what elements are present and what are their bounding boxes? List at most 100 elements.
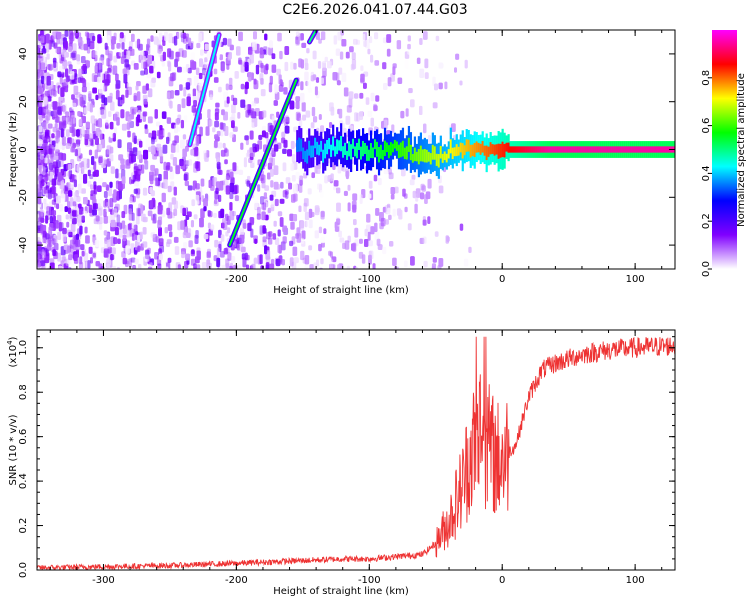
noise-cell	[230, 177, 235, 185]
noise-cell	[104, 159, 108, 166]
noise-cell	[210, 224, 215, 231]
noise-cell	[311, 106, 316, 117]
noise-cell	[138, 203, 143, 210]
noise-cell	[415, 193, 419, 202]
noise-cell	[136, 81, 141, 87]
noise-cell	[132, 132, 136, 143]
noise-cell	[120, 56, 125, 64]
carrier-core	[393, 139, 397, 149]
noise-cell	[238, 169, 244, 176]
noise-cell	[104, 42, 108, 50]
noise-cell	[190, 52, 195, 61]
noise-cell	[100, 72, 104, 81]
noise-cell	[347, 184, 351, 191]
noise-cell	[293, 62, 297, 70]
noise-cell	[238, 196, 242, 203]
carrier-core	[567, 146, 570, 153]
noise-cell	[343, 190, 348, 196]
noise-cell	[149, 175, 154, 185]
noise-cell	[133, 163, 138, 170]
noise-cell	[84, 226, 88, 234]
noise-cell	[158, 130, 163, 140]
noise-cell	[389, 241, 394, 247]
noise-cell	[154, 178, 159, 186]
noise-cell	[257, 184, 261, 192]
noise-cell	[362, 33, 366, 42]
noise-cell	[169, 166, 173, 173]
noise-cell	[46, 53, 50, 60]
noise-cell	[55, 116, 61, 123]
carrier-core	[405, 146, 409, 160]
noise-cell	[218, 243, 222, 252]
noise-cell	[131, 154, 136, 163]
carrier-core	[487, 146, 490, 157]
carrier-core	[561, 146, 564, 153]
colorbar-tick-label: 0.4	[701, 165, 712, 181]
noise-cell	[432, 102, 438, 109]
noise-cell	[225, 185, 230, 195]
noise-cell	[311, 172, 316, 179]
noise-cell	[372, 263, 376, 269]
carrier-core	[479, 143, 482, 155]
noise-cell	[67, 171, 71, 177]
noise-cell	[223, 248, 228, 255]
noise-cell	[225, 213, 229, 222]
carrier-core	[547, 146, 550, 153]
noise-cell	[48, 63, 54, 70]
noise-cell	[260, 196, 265, 205]
noise-cell	[53, 220, 59, 229]
noise-cell	[215, 187, 219, 195]
noise-cell	[118, 181, 123, 191]
noise-cell	[111, 43, 115, 50]
noise-cell	[185, 253, 191, 261]
noise-cell	[291, 194, 296, 203]
carrier-core	[591, 146, 594, 153]
noise-cell	[293, 184, 298, 194]
noise-cell	[54, 135, 59, 144]
noise-cell	[387, 77, 392, 87]
snr-ytick-label: 0.2	[18, 518, 29, 534]
noise-cell	[195, 183, 200, 190]
noise-cell	[220, 129, 224, 137]
noise-cell	[310, 75, 315, 82]
noise-cell	[348, 91, 354, 100]
carrier-core	[661, 146, 664, 153]
noise-cell	[345, 51, 350, 59]
noise-cell	[71, 102, 77, 110]
carrier-core	[338, 140, 341, 151]
noise-cell	[307, 188, 312, 195]
noise-cell	[68, 46, 73, 52]
noise-cell	[63, 236, 67, 244]
noise-cell	[103, 230, 108, 236]
snr-multiplier-base: (x10	[8, 345, 19, 368]
noise-cell	[427, 135, 432, 143]
noise-cell	[64, 84, 69, 93]
noise-cell	[142, 227, 147, 235]
noise-cell	[191, 249, 195, 255]
noise-cell	[148, 132, 152, 138]
carrier-core	[304, 150, 307, 163]
noise-cell	[364, 228, 368, 237]
noise-cell	[191, 105, 197, 113]
noise-cell	[279, 198, 285, 204]
noise-cell	[354, 227, 359, 238]
noise-cell	[370, 226, 375, 235]
noise-cell	[251, 101, 257, 107]
noise-cell	[117, 139, 122, 149]
noise-cell	[221, 240, 226, 249]
noise-cell	[64, 52, 69, 58]
noise-cell	[412, 190, 417, 199]
noise-cell	[85, 121, 90, 130]
noise-cell	[260, 174, 266, 184]
noise-cell	[170, 73, 175, 82]
noise-cell	[92, 87, 97, 94]
carrier-core	[423, 149, 426, 163]
noise-cell	[104, 79, 110, 86]
noise-cell	[270, 168, 274, 177]
noise-cell	[46, 206, 52, 216]
noise-cell	[53, 153, 59, 161]
noise-cell	[365, 97, 370, 105]
heatmap-xlabel: Height of straight line (km)	[273, 285, 409, 296]
noise-cell	[301, 230, 306, 240]
noise-cell	[88, 133, 93, 143]
